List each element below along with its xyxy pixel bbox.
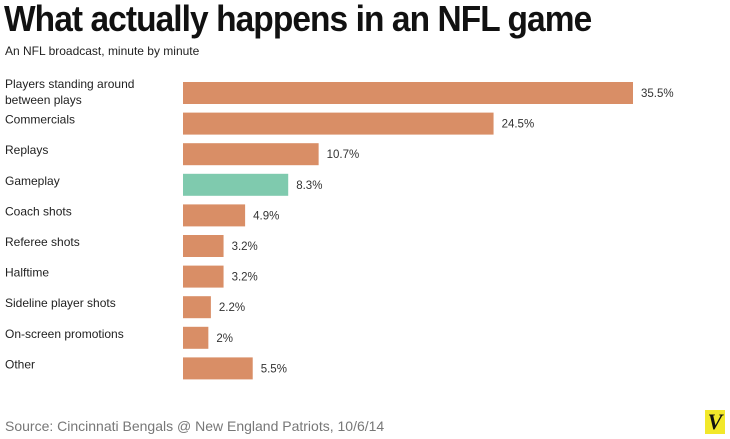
- category-label: On-screen promotions: [5, 327, 124, 341]
- category-label: Halftime: [5, 266, 49, 280]
- bar-2: [183, 112, 494, 135]
- source-note: Source: Cincinnati Bengals @ New England…: [5, 418, 385, 434]
- bar-1: [183, 82, 633, 104]
- value-label: 3.2%: [232, 272, 258, 284]
- vox-logo: V: [705, 410, 725, 434]
- category-label: between plays: [5, 93, 82, 107]
- category-label: Replays: [5, 143, 48, 157]
- value-label: 2%: [216, 333, 233, 345]
- bar-3: [183, 143, 319, 166]
- category-label: Commercials: [5, 113, 75, 127]
- chart-subtitle: An NFL broadcast, minute by minute: [5, 44, 200, 58]
- bar-5: [183, 204, 246, 227]
- category-label: Sideline player shots: [5, 296, 116, 310]
- bar-10: [183, 357, 253, 380]
- bar-6: [183, 235, 224, 257]
- value-label: 5.5%: [261, 363, 287, 375]
- category-label: Coach shots: [5, 204, 72, 218]
- value-label: 24.5%: [502, 119, 535, 131]
- bar-chart: 35.5% Players standing around between play…: [5, 77, 674, 380]
- category-label: Players standing around: [5, 77, 134, 91]
- bar-8: [183, 296, 211, 319]
- bar-7: [183, 265, 224, 288]
- value-label: 4.9%: [253, 210, 279, 222]
- category-label: Referee shots: [5, 235, 80, 249]
- value-label: 8.3%: [296, 180, 322, 192]
- value-label: 3.2%: [232, 241, 258, 253]
- value-label: 2.2%: [219, 302, 245, 314]
- chart-title: What actually happens in an NFL game: [4, 0, 592, 39]
- value-label: 35.5%: [641, 88, 674, 100]
- category-label: Gameplay: [5, 174, 60, 188]
- category-label: Other: [5, 357, 35, 371]
- value-label: 10.7%: [327, 149, 360, 161]
- bar-9: [183, 326, 209, 349]
- bar-4: [183, 173, 289, 196]
